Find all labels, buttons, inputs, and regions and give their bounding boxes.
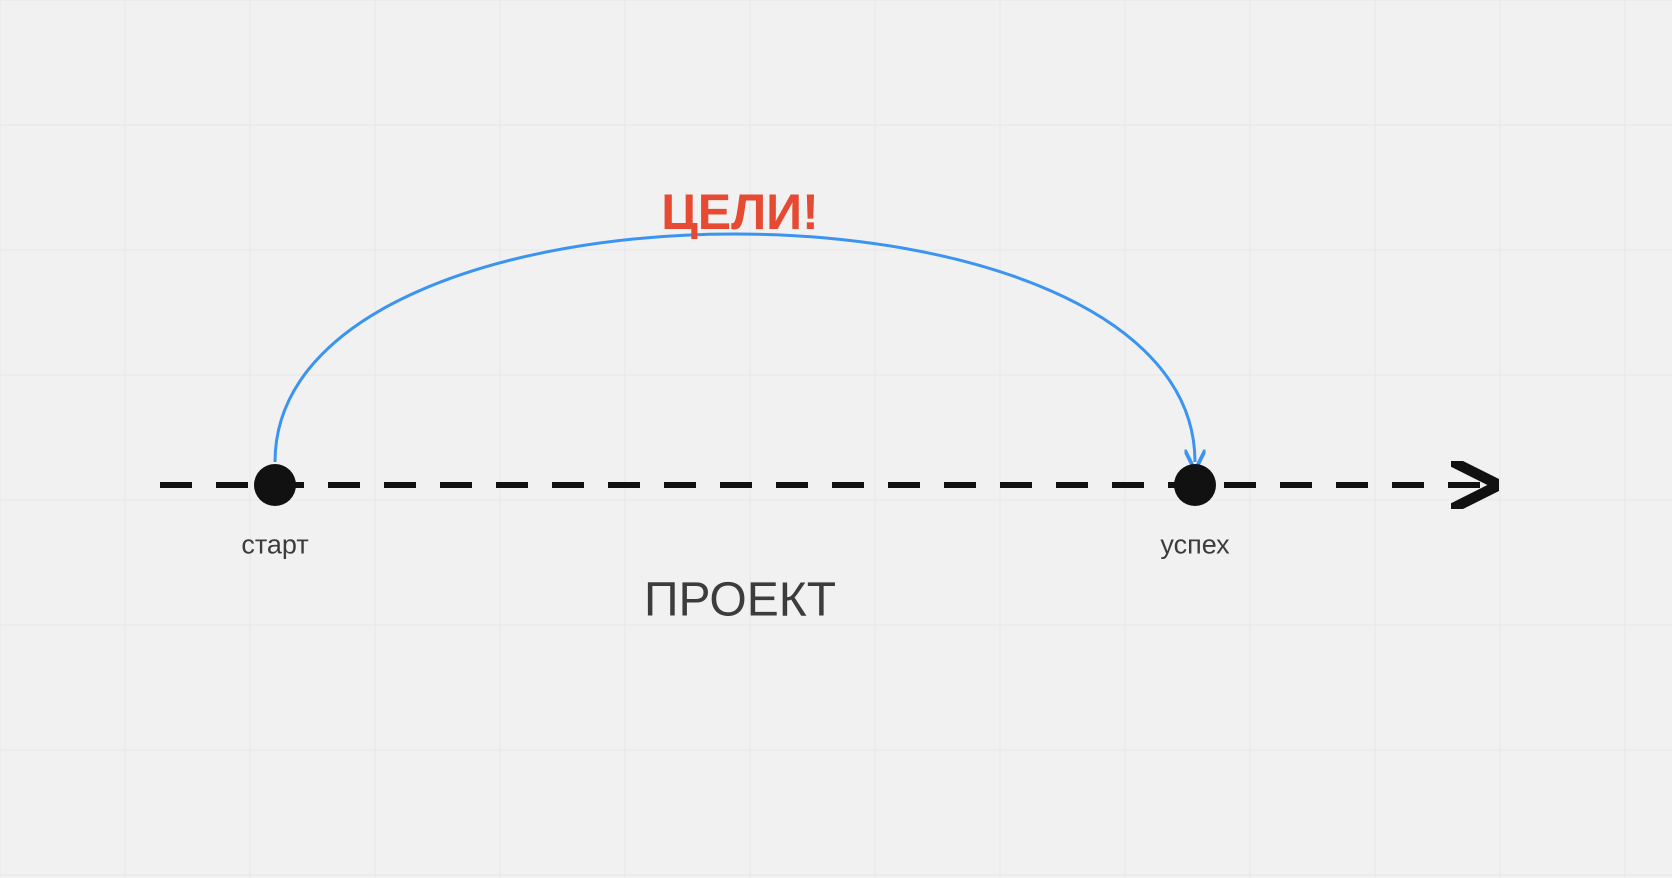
end-node (1174, 464, 1216, 506)
diagram-canvas: ЦЕЛИ! ПРОЕКТ старт успех (0, 0, 1672, 878)
diagram-svg (0, 0, 1672, 878)
end-node-label: успех (1160, 530, 1229, 561)
start-node (254, 464, 296, 506)
start-node-label: старт (241, 530, 308, 561)
goals-label: ЦЕЛИ! (661, 183, 819, 241)
project-label: ПРОЕКТ (644, 573, 836, 628)
background (0, 0, 1672, 878)
